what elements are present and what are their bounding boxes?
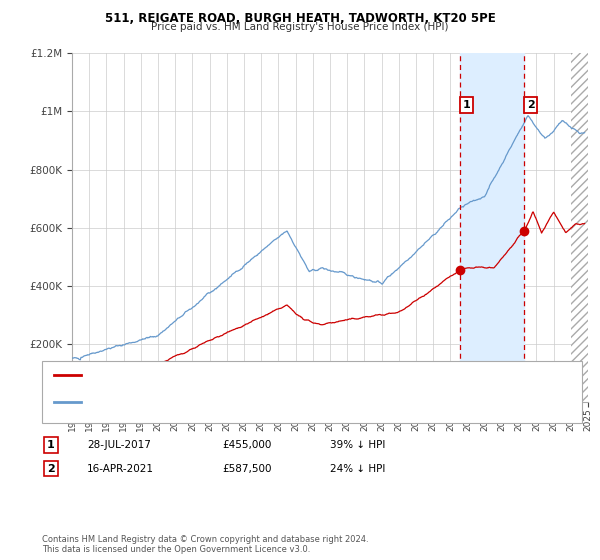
Text: £587,500: £587,500 xyxy=(222,464,271,474)
Text: Contains HM Land Registry data © Crown copyright and database right 2024.: Contains HM Land Registry data © Crown c… xyxy=(42,535,368,544)
Text: Price paid vs. HM Land Registry's House Price Index (HPI): Price paid vs. HM Land Registry's House … xyxy=(151,22,449,32)
Text: 511, REIGATE ROAD, BURGH HEATH, TADWORTH, KT20 5PE: 511, REIGATE ROAD, BURGH HEATH, TADWORTH… xyxy=(104,12,496,25)
Text: 1: 1 xyxy=(47,440,55,450)
Text: 24% ↓ HPI: 24% ↓ HPI xyxy=(330,464,385,474)
Text: 28-JUL-2017: 28-JUL-2017 xyxy=(87,440,151,450)
Text: 1: 1 xyxy=(463,100,470,110)
Text: 2: 2 xyxy=(527,100,535,110)
Text: This data is licensed under the Open Government Licence v3.0.: This data is licensed under the Open Gov… xyxy=(42,545,310,554)
Bar xyxy=(571,53,588,402)
Text: 16-APR-2021: 16-APR-2021 xyxy=(87,464,154,474)
Text: HPI: Average price, detached house, Reigate and Banstead: HPI: Average price, detached house, Reig… xyxy=(84,397,373,407)
Text: 511, REIGATE ROAD, BURGH HEATH, TADWORTH, KT20 5PE (detached house): 511, REIGATE ROAD, BURGH HEATH, TADWORTH… xyxy=(84,370,463,380)
Text: 2: 2 xyxy=(47,464,55,474)
Text: £455,000: £455,000 xyxy=(222,440,271,450)
Bar xyxy=(460,53,524,402)
Text: 39% ↓ HPI: 39% ↓ HPI xyxy=(330,440,385,450)
